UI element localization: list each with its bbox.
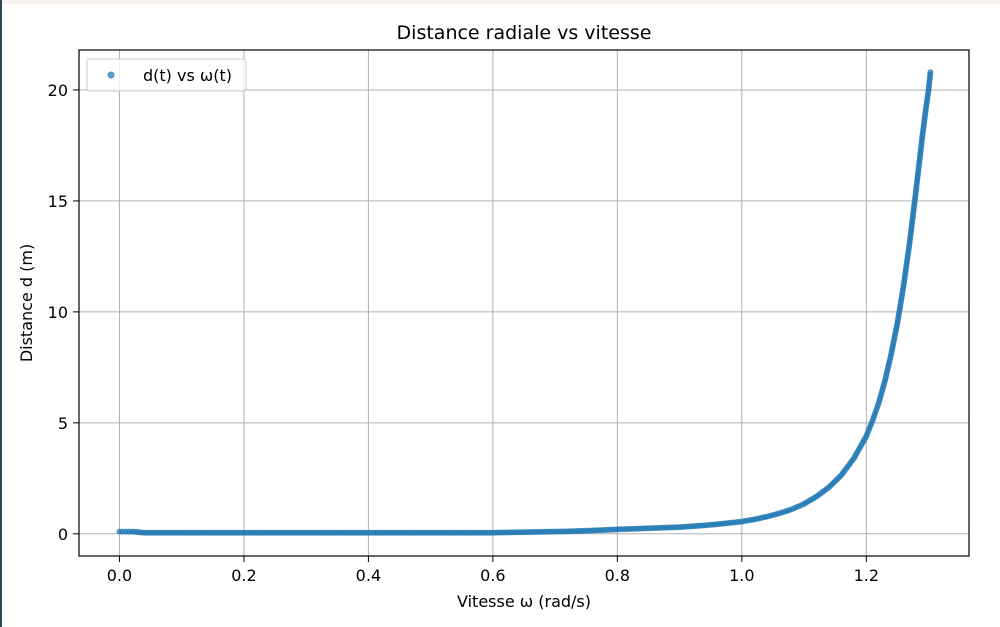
grid-lines [79, 50, 969, 556]
legend-box [86, 58, 247, 92]
x-tick-label: 0.8 [605, 566, 630, 585]
x-tick-label: 0.4 [356, 566, 381, 585]
legend-label: d(t) vs ω(t) [143, 66, 232, 85]
data-point [927, 69, 934, 76]
window-top-strip [0, 0, 1000, 4]
window-left-edge [0, 0, 2, 627]
y-axis-ticks: 0 5 10 15 20 [48, 81, 79, 544]
y-tick-label: 15 [48, 192, 68, 211]
chart-title: Distance radiale vs vitesse [397, 22, 652, 44]
y-tick-label: 5 [58, 414, 68, 433]
y-axis-title: Distance d (m) [17, 244, 36, 362]
legend: d(t) vs ω(t) [86, 58, 247, 92]
x-tick-label: 1.0 [729, 566, 754, 585]
x-axis-ticks: 0.0 0.2 0.4 0.6 0.8 1.0 1.2 [107, 556, 879, 585]
x-tick-label: 1.2 [854, 566, 879, 585]
x-axis-title: Vitesse ω (rad/s) [457, 592, 591, 611]
plot-area-border [78, 49, 970, 557]
x-tick-label: 0.6 [480, 566, 505, 585]
data-points [116, 69, 934, 536]
legend-marker [107, 71, 115, 79]
y-tick-label: 10 [48, 303, 68, 322]
y-tick-label: 0 [58, 525, 68, 544]
y-tick-label: 20 [48, 81, 68, 100]
x-tick-label: 0.0 [107, 566, 132, 585]
x-tick-label: 0.2 [231, 566, 256, 585]
